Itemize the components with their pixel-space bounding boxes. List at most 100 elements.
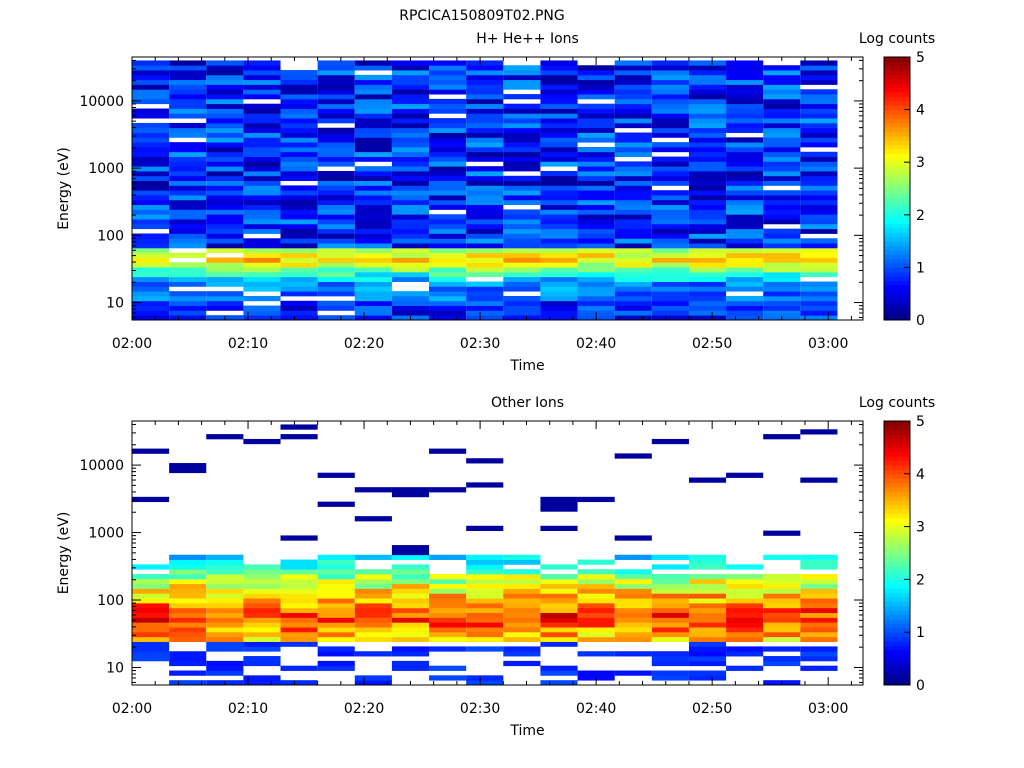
heatmap-cell <box>206 108 244 114</box>
heatmap-cell <box>206 161 244 167</box>
heatmap-cell <box>763 94 801 100</box>
heatmap-cell <box>169 60 207 66</box>
heatmap-cell <box>391 65 430 71</box>
heatmap-cell <box>354 60 392 66</box>
heatmap-cell <box>688 243 727 249</box>
colorbar-step <box>884 645 910 651</box>
heatmap-cell <box>317 79 355 85</box>
heatmap-cell <box>688 180 727 186</box>
heatmap-cell <box>206 146 244 153</box>
heatmap-cell <box>651 271 689 278</box>
heatmap-cell <box>429 214 467 220</box>
heatmap-cell <box>503 108 541 114</box>
heatmap-cell <box>540 271 578 278</box>
heatmap-cell <box>391 593 430 599</box>
heatmap-cell <box>132 315 170 321</box>
heatmap-cell <box>577 214 615 220</box>
heatmap-cell <box>614 607 652 614</box>
heatmap-cell <box>540 243 578 249</box>
heatmap-cell <box>317 564 355 570</box>
heatmap-cell <box>317 267 355 273</box>
heatmap-cell <box>243 94 281 100</box>
heatmap-cell <box>317 554 355 560</box>
heatmap-cell <box>354 593 392 599</box>
heatmap-cell <box>726 94 764 100</box>
heatmap-cell <box>354 79 392 85</box>
heatmap-cell <box>280 612 318 618</box>
colorbar-step <box>884 258 910 264</box>
heatmap-cell <box>726 636 764 642</box>
heatmap-cell <box>540 118 578 124</box>
heatmap-cell <box>688 228 727 234</box>
y-tick-label: 10 <box>106 660 124 676</box>
heatmap-cell <box>503 199 541 206</box>
heatmap-cell <box>317 65 355 71</box>
heatmap-cell <box>800 103 838 109</box>
heatmap-cell <box>800 74 838 81</box>
heatmap-cell <box>243 252 281 258</box>
heatmap-cell <box>577 113 615 119</box>
heatmap-cell <box>614 247 652 254</box>
colorbar-tick-label: 0 <box>916 313 925 329</box>
heatmap-cell <box>354 146 392 153</box>
heatmap-cell <box>688 170 727 177</box>
heatmap-cell <box>132 180 170 186</box>
heatmap-cell <box>540 506 578 512</box>
heatmap-cell <box>354 291 392 297</box>
heatmap-cell <box>280 569 318 575</box>
heatmap-cell <box>280 161 318 167</box>
heatmap-cell <box>243 617 281 623</box>
heatmap-cell <box>169 199 207 206</box>
colorbar-step <box>884 74 910 80</box>
heatmap-cell <box>391 233 430 239</box>
heatmap-cell <box>577 286 615 292</box>
heatmap-cell <box>466 94 504 100</box>
heatmap-cell <box>206 228 244 234</box>
colorbar-step <box>884 236 910 242</box>
heatmap-cell <box>317 238 355 244</box>
heatmap-cell <box>169 79 207 85</box>
colorbar-step <box>884 166 910 172</box>
heatmap-cell <box>466 680 504 686</box>
colorbar-step <box>884 579 910 585</box>
heatmap-cell <box>206 127 244 133</box>
heatmap-cell <box>726 65 764 71</box>
heatmap-cell <box>540 142 578 148</box>
colorbar-step <box>884 451 910 457</box>
heatmap-cell <box>429 646 467 652</box>
heatmap-cell <box>466 291 504 297</box>
heatmap-cell <box>577 257 615 263</box>
heatmap-cell <box>466 132 504 138</box>
heatmap-cell <box>614 583 652 589</box>
heatmap-cell <box>540 108 578 114</box>
heatmap-cell <box>317 291 355 297</box>
heatmap-cell <box>132 127 170 133</box>
heatmap-cell <box>763 598 801 604</box>
heatmap-cell <box>503 271 541 278</box>
heatmap-cell <box>169 627 207 633</box>
heatmap-cell <box>354 305 392 311</box>
heatmap-cell <box>800 564 838 570</box>
heatmap-cell <box>169 598 207 604</box>
heatmap-cell <box>800 175 838 182</box>
heatmap-cell <box>726 122 764 129</box>
heatmap-cell <box>503 631 541 638</box>
heatmap-cell <box>391 646 430 652</box>
heatmap-cell <box>429 310 467 316</box>
heatmap-cell <box>429 89 467 95</box>
heatmap-cell <box>132 578 170 585</box>
heatmap-cell <box>243 675 281 681</box>
heatmap-cell <box>726 223 764 230</box>
x-tick-label: 03:00 <box>808 701 848 717</box>
heatmap-cell <box>243 276 281 282</box>
heatmap-cell <box>243 84 281 90</box>
heatmap-cell <box>206 276 244 282</box>
heatmap-cell <box>503 219 541 225</box>
heatmap-cell <box>317 578 355 585</box>
heatmap-cell <box>540 185 578 191</box>
heatmap-cell <box>577 559 615 565</box>
heatmap-cell <box>243 243 281 249</box>
heatmap-cell <box>169 70 207 76</box>
heatmap-cell <box>688 477 727 483</box>
heatmap-cell <box>243 641 281 647</box>
